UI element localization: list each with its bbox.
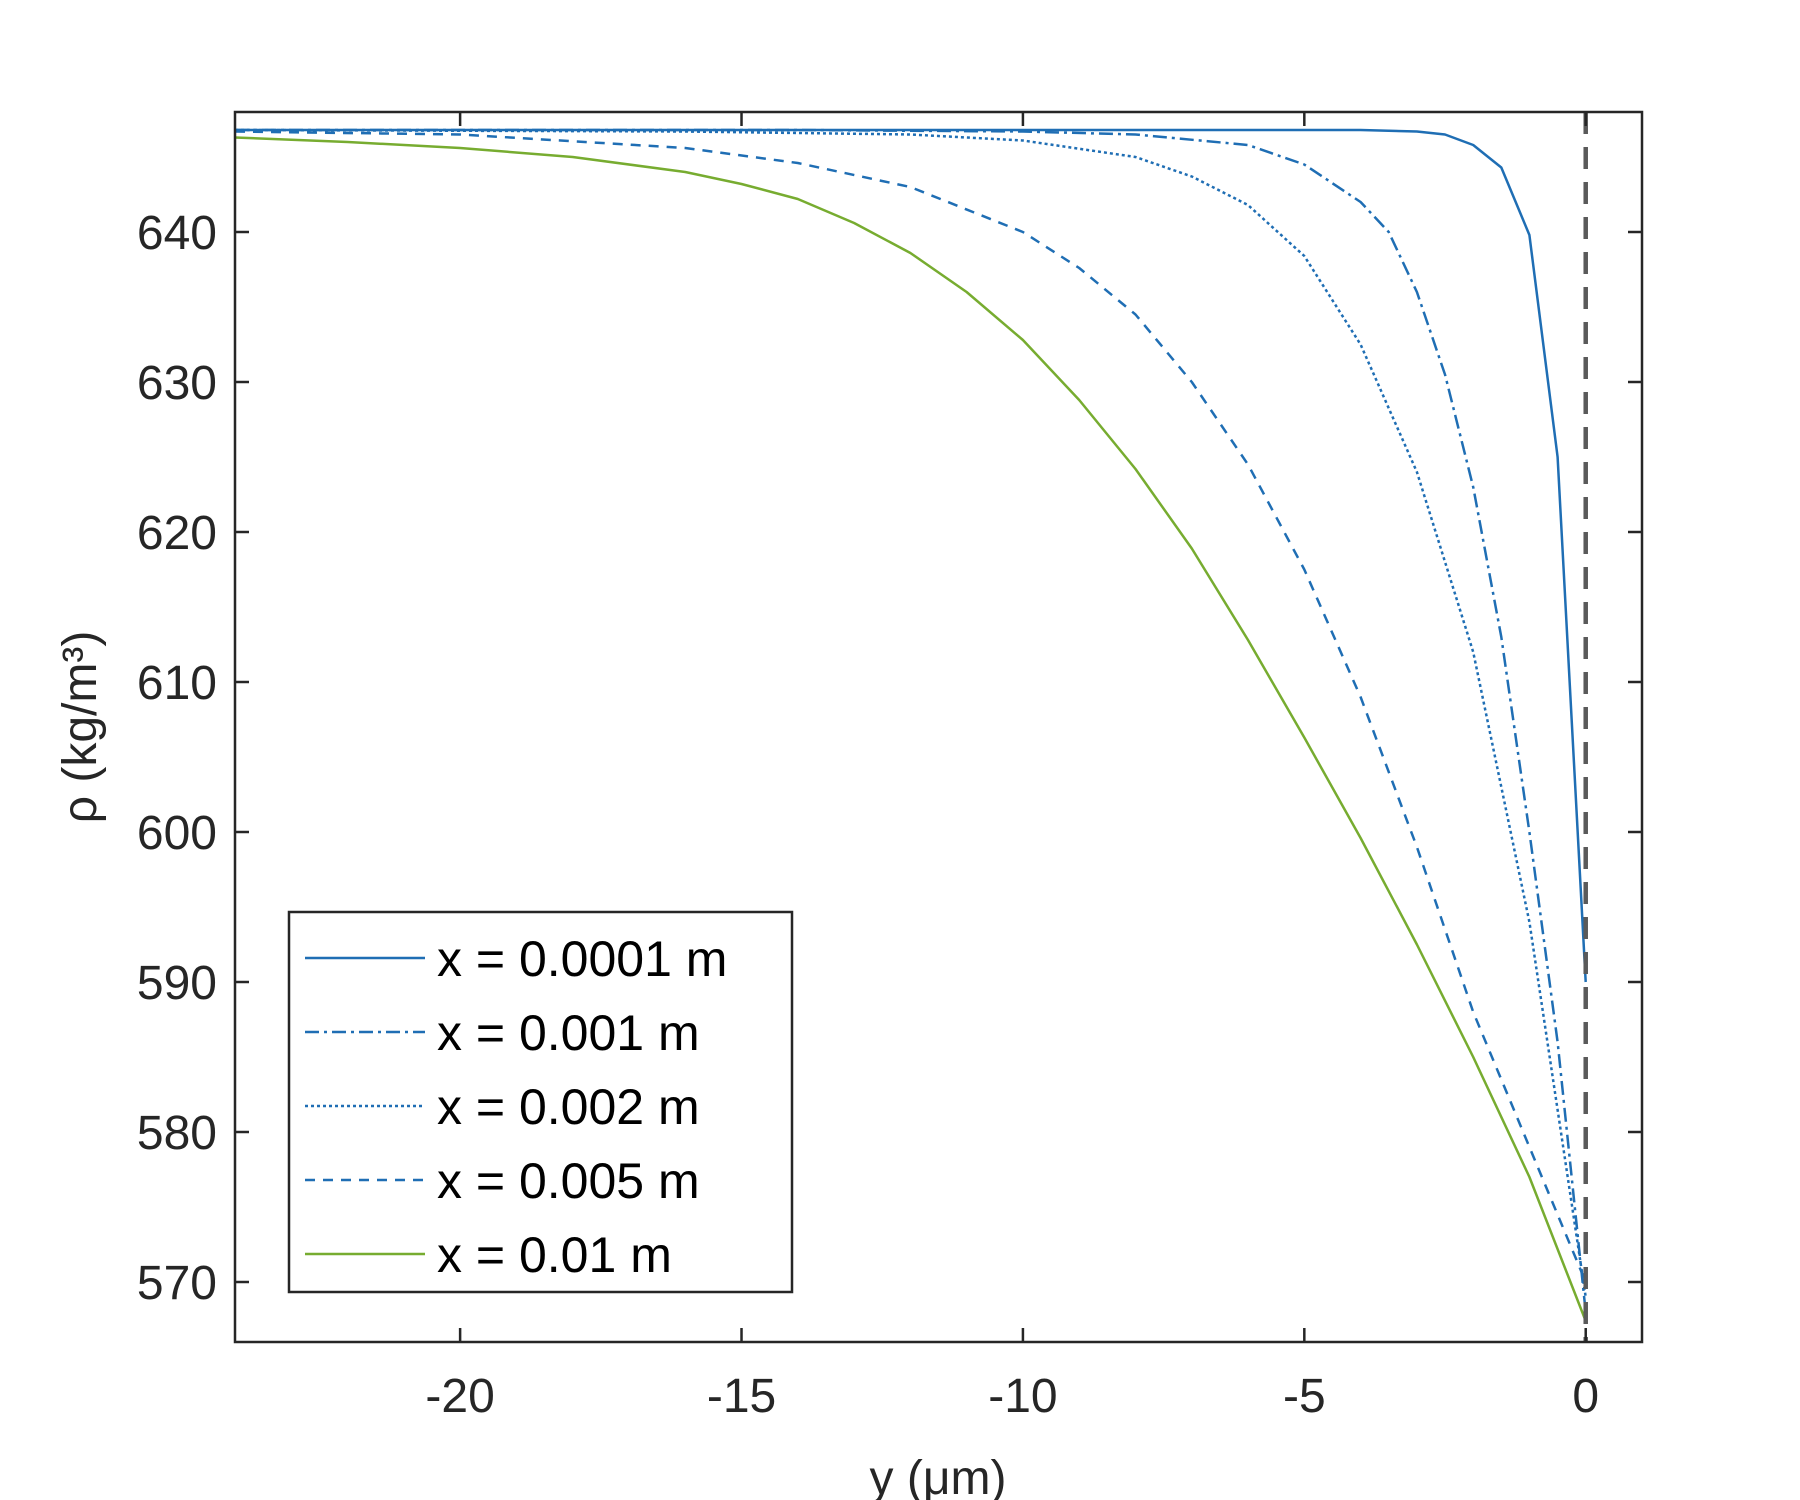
x-tick-label: -20 [425,1370,494,1423]
series-line-2 [235,128,1587,1313]
legend-label-3: x = 0.002 m [437,1079,700,1135]
x-tick-label: 0 [1572,1370,1599,1423]
y-tick-label: 600 [137,807,217,860]
x-tick-label: -5 [1283,1370,1326,1423]
y-tick-label: 610 [137,657,217,710]
y-axis-label: ρ (kg/m³) [54,631,107,824]
legend-label-1: x = 0.0001 m [437,931,727,987]
y-tick-label: 580 [137,1107,217,1160]
legend-box [287,910,794,1294]
y-tick-label: 620 [137,507,217,560]
y-tick-label: 630 [137,357,217,410]
x-tick-label: -10 [988,1370,1057,1423]
y-tick-label: 570 [137,1257,217,1310]
legend: x = 0.0001 m x = 0.001 m x = 0.002 m x = 0.… [287,910,794,1294]
x-axis-label: y (μm) [870,1452,1007,1500]
series-line-5 [234,136,1587,1322]
x-tick-label: -15 [707,1370,776,1423]
y-tick-label: 590 [137,957,217,1010]
y-tick-label: 640 [137,207,217,260]
series-line-4 [234,130,1587,1283]
ticks-layer [235,112,1642,1342]
series-layer [234,128,1587,1322]
legend-label-4: x = 0.005 m [437,1153,700,1209]
tick-labels: -20 -15 -10 -5 0 570 580 590 600 610 620 630 640 [137,207,1599,1423]
plot-frame [233,110,1644,1344]
legend-label-2: x = 0.001 m [437,1005,700,1061]
legend-label-5: x = 0.01 m [437,1227,672,1283]
series-line-1 [235,128,1587,983]
